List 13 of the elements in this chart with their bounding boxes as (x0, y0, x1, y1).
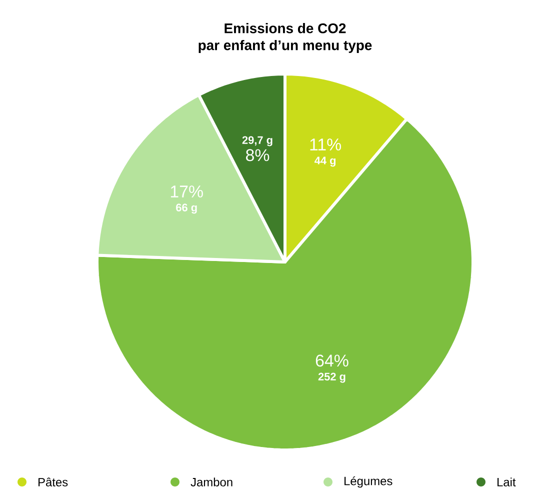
data-label: 44 g (314, 156, 336, 167)
data-label: 252 g (318, 372, 346, 383)
data-label: 66 g (176, 204, 197, 214)
data-label: 29,7 g (242, 136, 272, 146)
chart-title: Emissions de CO2 par enfant d’un menu type (198, 23, 372, 53)
legend-label: Légumes (344, 476, 392, 488)
legend-label: Pâtes (38, 478, 68, 486)
legend-label: Jambon (190, 478, 232, 486)
text: 11% (310, 138, 342, 150)
legend-label: Lait (498, 478, 516, 486)
text: 17% (170, 186, 203, 198)
text: 8% (246, 149, 270, 162)
text: 64% (316, 354, 348, 367)
